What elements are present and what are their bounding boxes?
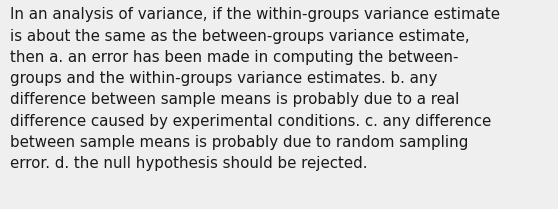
Text: In an analysis of variance, if the within-groups variance estimate
is about the : In an analysis of variance, if the withi… — [10, 7, 500, 171]
